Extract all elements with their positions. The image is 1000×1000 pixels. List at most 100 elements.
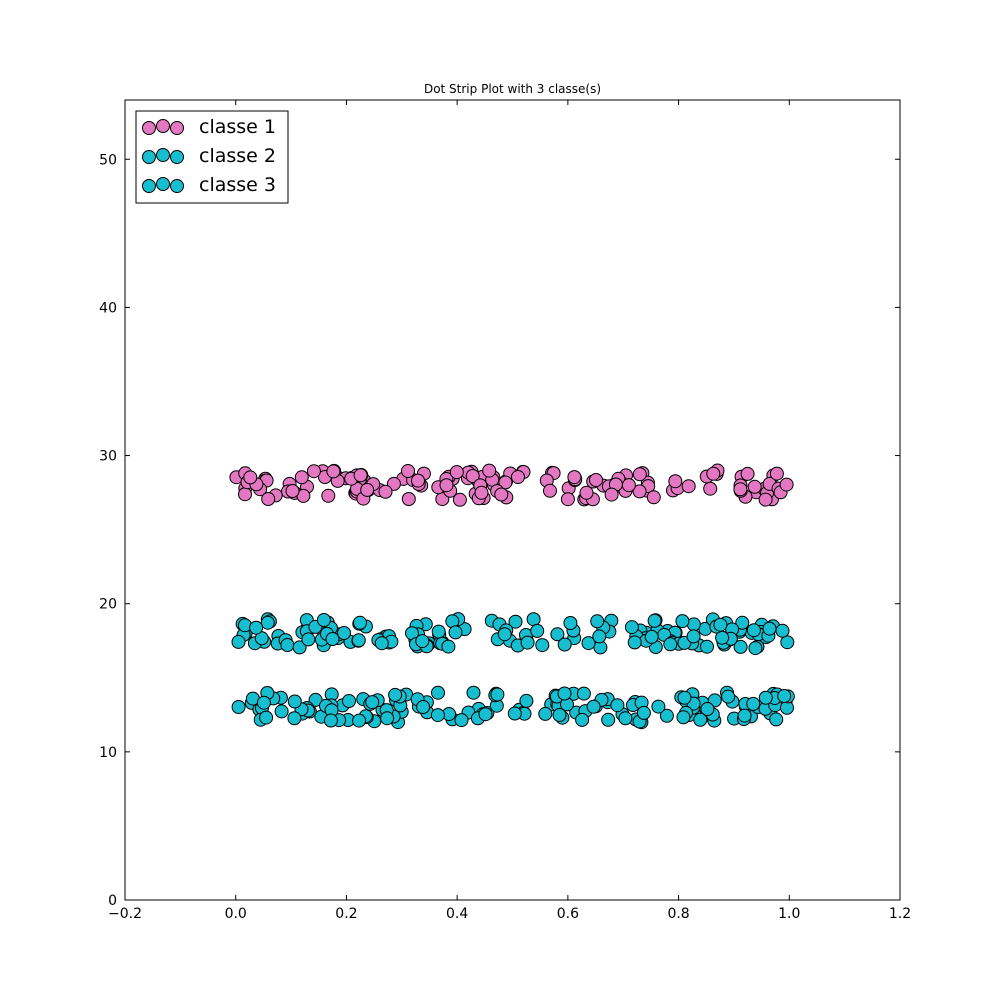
data-point <box>644 629 659 644</box>
data-point <box>261 492 276 506</box>
x-tick-label: 0.0 <box>225 906 247 922</box>
data-point <box>401 464 415 478</box>
data-point <box>526 612 541 627</box>
data-point <box>326 464 341 479</box>
legend-marker <box>170 150 184 164</box>
data-point <box>632 467 647 482</box>
data-point <box>627 635 642 650</box>
data-point <box>478 707 493 722</box>
data-point <box>454 713 469 728</box>
legend: classe 1 classe 2 classe 3 <box>135 110 289 204</box>
data-point <box>581 636 596 651</box>
data-point <box>452 492 467 507</box>
data-point <box>292 640 307 655</box>
data-point <box>610 698 625 713</box>
data-point <box>586 699 601 714</box>
data-point <box>563 616 578 630</box>
data-point <box>243 470 258 485</box>
data-point <box>769 712 784 727</box>
data-point <box>557 686 572 701</box>
data-point <box>681 479 696 494</box>
data-point <box>449 465 464 480</box>
data-point <box>762 621 777 636</box>
x-tick-label: 1.0 <box>778 906 800 922</box>
data-point <box>775 623 790 638</box>
data-point <box>448 625 463 640</box>
y-tick-label: 20 <box>99 597 117 613</box>
data-point <box>706 466 721 481</box>
y-tick-label: 10 <box>99 745 117 761</box>
y-tick-label: 30 <box>99 449 117 465</box>
data-point <box>668 474 683 489</box>
data-point <box>280 638 295 652</box>
y-axis: 0 10 20 30 40 50 <box>99 152 900 909</box>
data-point <box>604 487 619 502</box>
data-point <box>740 466 755 481</box>
data-point <box>677 690 692 705</box>
data-point <box>378 484 393 499</box>
data-point <box>511 470 525 484</box>
plot-area: −0.2 0.0 0.2 0.4 0.6 0.8 1.0 1.2 0 10 20 30 40 50 <box>99 99 911 922</box>
series-classe-1 <box>229 463 794 507</box>
data-point <box>316 613 331 627</box>
x-tick-label: 1.2 <box>889 906 911 922</box>
data-point <box>238 487 252 502</box>
data-point <box>550 627 565 642</box>
data-point <box>659 708 674 723</box>
data-point <box>735 615 750 630</box>
data-point <box>589 473 603 487</box>
data-point <box>636 705 651 720</box>
axes-frame <box>124 99 901 901</box>
data-point <box>579 485 594 500</box>
data-point <box>552 708 567 722</box>
legend-marker <box>156 148 170 162</box>
data-point <box>365 695 380 710</box>
data-point <box>624 620 639 635</box>
data-point <box>323 713 338 728</box>
legend-marker <box>142 121 156 135</box>
data-point <box>507 706 522 721</box>
data-point <box>769 466 784 481</box>
data-point <box>430 708 445 723</box>
data-point <box>231 700 246 714</box>
data-point <box>651 699 666 714</box>
data-point <box>601 712 616 727</box>
data-point <box>380 711 395 726</box>
data-point <box>748 641 763 656</box>
data-point <box>700 639 714 654</box>
legend-label: classe 3 <box>199 174 276 196</box>
data-point <box>388 687 403 702</box>
data-point <box>686 629 701 644</box>
data-point <box>337 626 351 640</box>
series-classe-2 <box>231 612 795 656</box>
y-tick-label: 40 <box>99 300 117 316</box>
data-point <box>520 635 535 650</box>
data-point <box>676 710 691 725</box>
data-point <box>567 470 582 485</box>
data-point <box>519 693 534 708</box>
data-point <box>474 485 489 500</box>
data-point <box>576 686 591 701</box>
data-point <box>494 487 509 502</box>
series-classe-3 <box>231 685 795 730</box>
x-tick-label: 0.4 <box>446 906 468 922</box>
data-point <box>374 636 389 651</box>
data-point <box>758 690 773 705</box>
y-tick-label: 50 <box>99 152 117 168</box>
legend-marker <box>142 179 156 193</box>
data-point <box>490 687 505 702</box>
data-point <box>465 469 480 483</box>
data-point <box>321 488 336 503</box>
data-point <box>646 490 661 505</box>
legend-label: classe 1 <box>199 116 276 138</box>
data-point <box>360 482 375 497</box>
data-point <box>557 637 572 652</box>
data-point <box>746 623 761 638</box>
x-tick-label: 0.6 <box>557 906 579 922</box>
data-point <box>287 711 302 726</box>
data-point <box>441 639 456 654</box>
data-point <box>663 637 678 652</box>
x-tick-label: −0.2 <box>108 906 142 922</box>
data-point <box>647 613 662 628</box>
